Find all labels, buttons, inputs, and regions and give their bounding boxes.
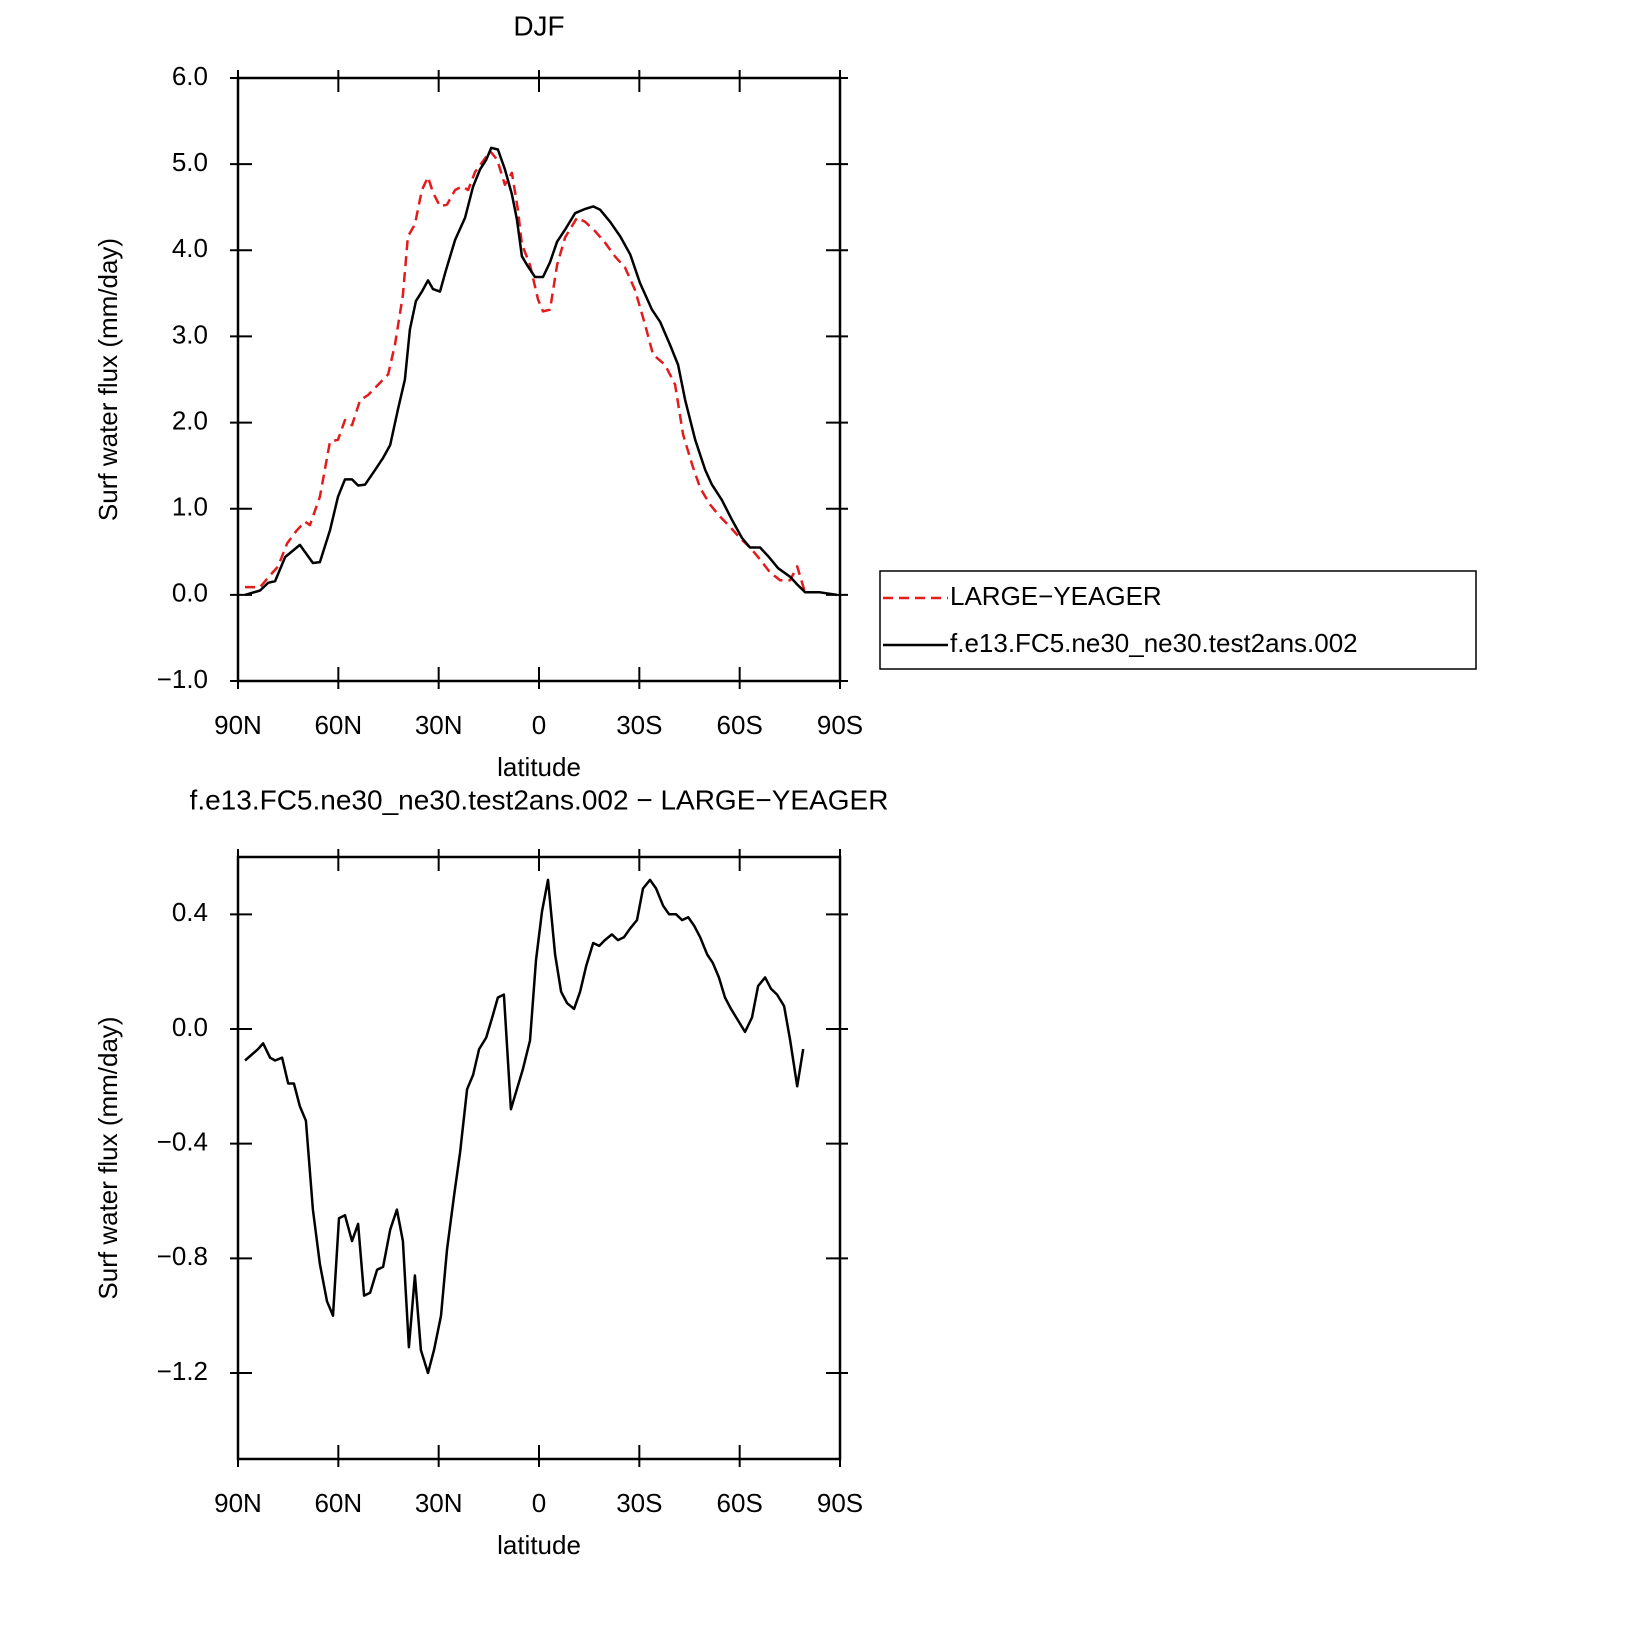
data-line <box>244 878 805 1375</box>
y-tick-label: −1.0 <box>157 664 208 694</box>
y-tick-label: −0.8 <box>157 1241 208 1271</box>
x-tick-label: 90N <box>214 1488 262 1518</box>
x-tick-label: 0 <box>532 1488 546 1518</box>
legend-box <box>879 570 1477 670</box>
series-line <box>245 149 807 594</box>
y-tick-label: 1.0 <box>172 492 208 522</box>
x-tick-label: 90S <box>817 1488 863 1518</box>
legend-label: f.e13.FC5.ne30_ne30.test2ans.002 <box>950 628 1358 658</box>
y-tick-label: 3.0 <box>172 319 208 349</box>
y-tick-label: 0.0 <box>172 1012 208 1042</box>
y-axis-label: Surf water flux (mm/day) <box>93 238 123 521</box>
x-tick-label: 90N <box>214 710 262 740</box>
y-tick-label: 0.4 <box>172 897 208 927</box>
y-tick-label: 5.0 <box>172 147 208 177</box>
plot-frame <box>236 855 842 1461</box>
x-tick-label: 60S <box>717 710 763 740</box>
x-tick-label: 0 <box>532 710 546 740</box>
chart-title: DJF <box>513 10 564 41</box>
y-tick-label: 0.0 <box>172 578 208 608</box>
y-tick-label: −0.4 <box>157 1127 208 1157</box>
x-tick-label: 90S <box>817 710 863 740</box>
x-tick-label: 60S <box>717 1488 763 1518</box>
plot-frame <box>236 76 842 683</box>
y-tick-label: 6.0 <box>172 61 208 91</box>
x-tick-label: 60N <box>314 1488 362 1518</box>
x-axis-label: latitude <box>497 752 581 782</box>
x-tick-label: 30S <box>616 710 662 740</box>
x-tick-label: 30S <box>616 1488 662 1518</box>
y-tick-label: −1.2 <box>157 1356 208 1386</box>
y-tick-label: 4.0 <box>172 233 208 263</box>
x-tick-label: 60N <box>314 710 362 740</box>
x-tick-label: 30N <box>415 710 463 740</box>
series-line <box>244 146 838 597</box>
x-axis-label: latitude <box>497 1530 581 1560</box>
x-tick-label: 30N <box>415 1488 463 1518</box>
legend-label: LARGE−YEAGER <box>950 581 1162 611</box>
chart-title: f.e13.FC5.ne30_ne30.test2ans.002 − LARGE… <box>190 784 889 815</box>
y-tick-label: 2.0 <box>172 405 208 435</box>
y-axis-label: Surf water flux (mm/day) <box>93 1016 123 1299</box>
